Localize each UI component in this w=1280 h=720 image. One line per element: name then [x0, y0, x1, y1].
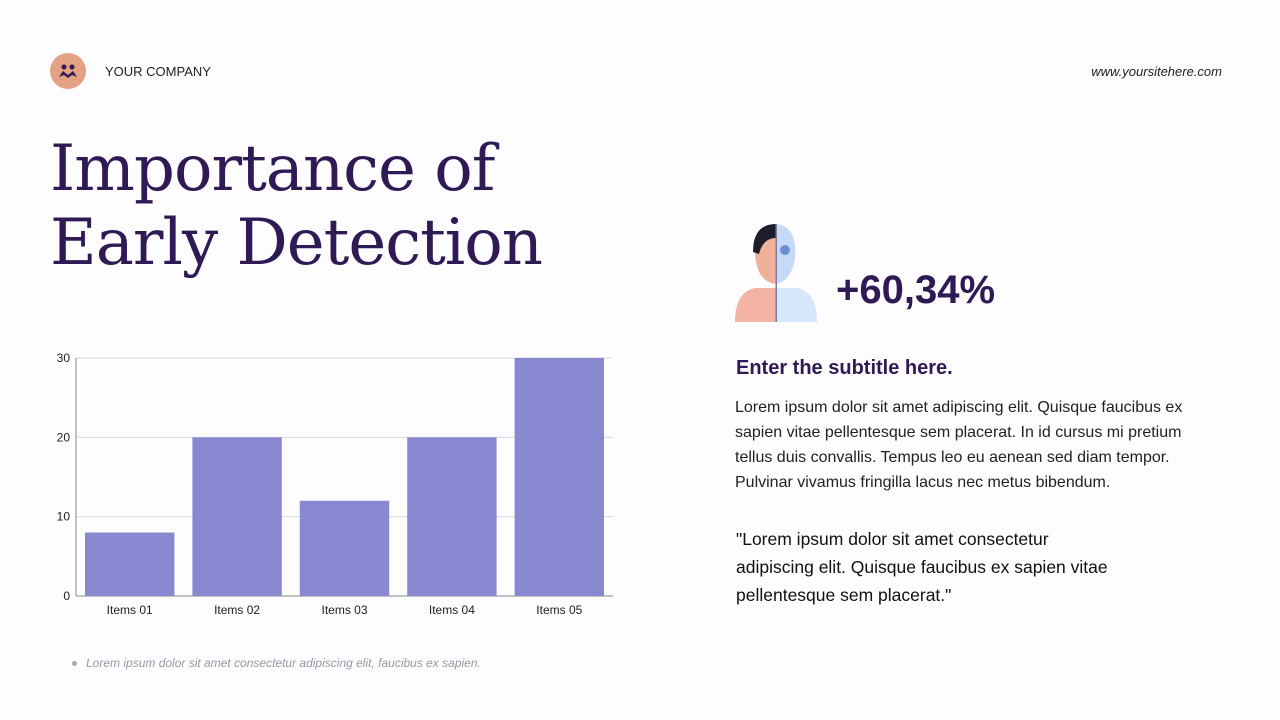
bar-chart: 0 10 20 30 Items 01 Items 02 Items 03 Items 04 I…: [57, 351, 613, 617]
footnote: Lorem ipsum dolor sit amet consectetur a…: [72, 656, 481, 670]
bar: [407, 437, 497, 596]
people-icon: [59, 64, 77, 78]
stat-value: +60,34%: [836, 268, 996, 312]
bar: [299, 500, 390, 596]
subtitle: Enter the subtitle here.: [736, 357, 953, 379]
bar: [514, 358, 604, 596]
company-name: YOUR COMPANY: [105, 64, 211, 79]
bar: [85, 532, 175, 596]
y-tick-label: 0: [63, 589, 70, 603]
x-tick-label: Items 04: [429, 603, 475, 617]
page-title: Importance of Early Detection: [50, 132, 543, 280]
x-tick-label: Items 03: [321, 603, 367, 617]
y-tick-label: 20: [57, 430, 71, 444]
bullet-icon: [72, 661, 77, 667]
x-tick-label: Items 02: [214, 603, 260, 617]
quote-text: "Lorem ipsum dolor sit amet consectetur …: [736, 529, 1108, 605]
x-tick-label: Items 05: [536, 603, 582, 617]
x-tick-label: Items 01: [107, 603, 153, 617]
y-tick-label: 10: [57, 510, 71, 524]
website-link[interactable]: www.yoursitehere.com: [1091, 64, 1222, 79]
human-anatomy-icon: [735, 224, 817, 322]
company-logo: [50, 53, 86, 89]
body-text: Lorem ipsum dolor sit amet adipiscing el…: [735, 399, 1183, 491]
bar: [192, 437, 282, 596]
y-tick-label: 30: [57, 351, 71, 365]
footnote-text: Lorem ipsum dolor sit amet consectetur a…: [86, 656, 481, 670]
